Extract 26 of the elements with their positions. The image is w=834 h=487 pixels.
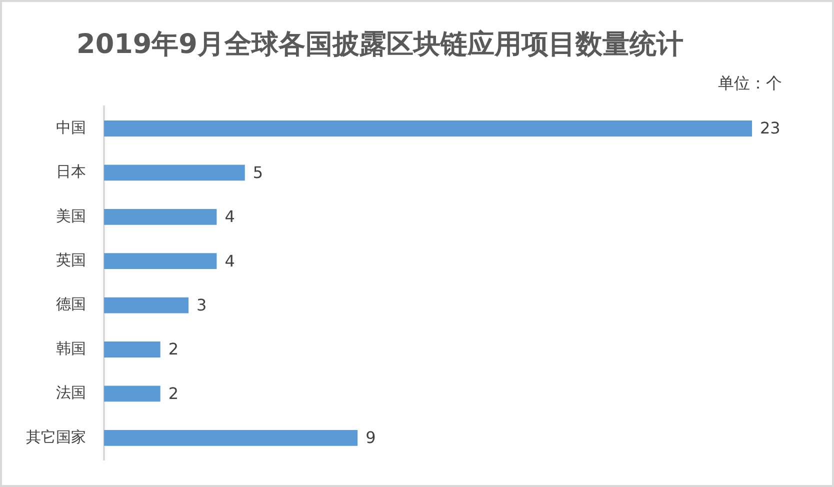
data-label: 4 xyxy=(224,207,235,226)
bar xyxy=(104,297,189,314)
bar xyxy=(104,430,358,446)
bar xyxy=(104,164,245,181)
bar xyxy=(104,342,160,358)
bar xyxy=(104,386,160,402)
y-tick-label: 美国 xyxy=(56,206,86,225)
y-tick-label: 中国 xyxy=(56,118,86,136)
y-tick-label: 英国 xyxy=(56,250,86,269)
data-label: 2 xyxy=(168,384,179,403)
data-label: 3 xyxy=(196,295,207,314)
y-tick-label: 德国 xyxy=(56,295,86,314)
y-tick-label: 其它国家 xyxy=(26,428,86,446)
chart-title: 2019年9月全球各国披露区块链应用项目数量统计 xyxy=(76,29,684,60)
y-tick-label: 日本 xyxy=(56,162,86,181)
bar xyxy=(104,208,217,225)
bar xyxy=(104,120,752,136)
y-tick-label: 韩国 xyxy=(56,339,86,358)
y-tick-label: 法国 xyxy=(56,384,86,402)
text: 单位：个 xyxy=(718,74,782,93)
bar xyxy=(104,253,217,270)
data-label: 9 xyxy=(366,428,376,448)
data-label: 23 xyxy=(760,118,780,138)
data-label: 5 xyxy=(252,162,264,182)
data-label: 4 xyxy=(224,251,235,270)
data-label: 2 xyxy=(168,340,179,359)
